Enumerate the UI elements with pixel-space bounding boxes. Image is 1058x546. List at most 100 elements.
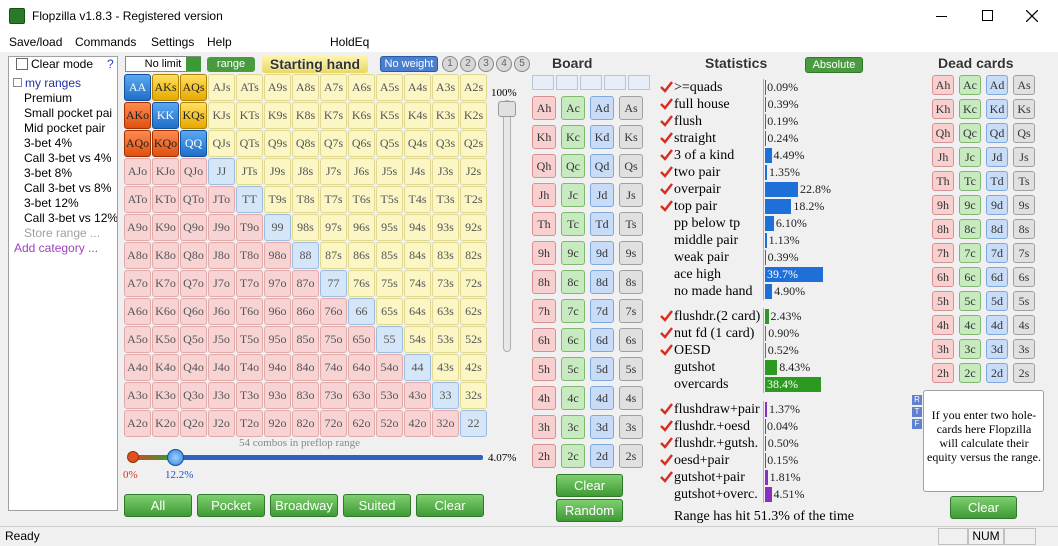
board-card[interactable]: 4c	[561, 386, 585, 410]
hand-cell[interactable]: J3o	[208, 382, 235, 409]
board-card[interactable]: Kh	[532, 125, 556, 149]
board-card[interactable]: 6h	[532, 328, 556, 352]
hand-cell[interactable]: AJo	[124, 158, 151, 185]
hand-cell[interactable]: T2s	[460, 186, 487, 213]
hand-cell[interactable]: K2o	[152, 410, 179, 437]
hand-cell[interactable]: 72o	[320, 410, 347, 437]
board-card[interactable]: Kd	[590, 125, 614, 149]
check-mark[interactable]	[660, 310, 673, 322]
board-card[interactable]: Ah	[532, 96, 556, 120]
hand-cell[interactable]: 77	[320, 270, 347, 297]
menu-item[interactable]: Save/load	[9, 35, 63, 49]
weight-preset[interactable]: 3	[478, 56, 494, 72]
board-card[interactable]: Qc	[561, 154, 585, 178]
hand-cell[interactable]: J3s	[432, 158, 459, 185]
hand-cell[interactable]: 44	[404, 354, 431, 381]
board-card[interactable]: 8d	[590, 270, 614, 294]
dead-card[interactable]: Jh	[932, 147, 954, 167]
limit-dropdown[interactable]	[186, 57, 201, 71]
absolute-button[interactable]: Absolute	[805, 57, 863, 73]
dead-card[interactable]: 8c	[959, 219, 981, 239]
range-item[interactable]: Call 3-bet vs 12%	[24, 211, 117, 225]
hand-cell[interactable]: K5o	[152, 326, 179, 353]
dead-card[interactable]: 4h	[932, 315, 954, 335]
hand-cell[interactable]: A4o	[124, 354, 151, 381]
hand-cell[interactable]: 87o	[292, 270, 319, 297]
hand-cell[interactable]: 62s	[460, 298, 487, 325]
range-item[interactable]: 3-bet 12%	[24, 196, 79, 210]
hand-cell[interactable]: 42s	[460, 354, 487, 381]
stat-label[interactable]: gutshot+overc.	[674, 487, 758, 502]
hand-cell[interactable]: J9s	[264, 158, 291, 185]
stat-label[interactable]: overpair	[674, 182, 721, 197]
hand-cell[interactable]: 88	[292, 242, 319, 269]
board-button[interactable]: Random	[556, 499, 623, 522]
hand-cell[interactable]: 85o	[292, 326, 319, 353]
stat-label[interactable]: flushdr.+oesd	[674, 419, 750, 434]
dead-card[interactable]: 7s	[1013, 243, 1035, 263]
hand-cell[interactable]: QTo	[180, 186, 207, 213]
hand-cell[interactable]: A2o	[124, 410, 151, 437]
stat-label[interactable]: flushdr.+gutsh.	[674, 436, 759, 451]
dead-card[interactable]: 3s	[1013, 339, 1035, 359]
dead-card[interactable]: Qc	[959, 123, 981, 143]
board-card[interactable]: 8s	[619, 270, 643, 294]
hand-cell[interactable]: 43o	[404, 382, 431, 409]
dead-card[interactable]: 7h	[932, 243, 954, 263]
hand-cell[interactable]: 65o	[348, 326, 375, 353]
hand-cell[interactable]: T9o	[236, 214, 263, 241]
range-button[interactable]: range	[207, 57, 255, 72]
hand-cell[interactable]: J2o	[208, 410, 235, 437]
dead-card[interactable]: 7c	[959, 243, 981, 263]
board-card[interactable]: 6d	[590, 328, 614, 352]
hand-cell[interactable]: 33	[432, 382, 459, 409]
weight-preset[interactable]: 4	[496, 56, 512, 72]
tree-expander[interactable]	[13, 78, 22, 87]
hand-cell[interactable]: QQ	[180, 130, 207, 157]
check-mark[interactable]	[660, 81, 673, 93]
dead-card[interactable]: Tc	[959, 171, 981, 191]
hand-cell[interactable]: 93o	[264, 382, 291, 409]
dead-card[interactable]: Kh	[932, 99, 954, 119]
hand-cell[interactable]: J8s	[292, 158, 319, 185]
dead-card[interactable]: 4c	[959, 315, 981, 335]
hand-cell[interactable]: Q6o	[180, 298, 207, 325]
board-card[interactable]: 6c	[561, 328, 585, 352]
dead-card[interactable]: 6c	[959, 267, 981, 287]
hand-cell[interactable]: A4s	[404, 74, 431, 101]
board-card[interactable]: 9d	[590, 241, 614, 265]
hand-cell[interactable]: Q3o	[180, 382, 207, 409]
hand-cell[interactable]: 55	[376, 326, 403, 353]
dead-card[interactable]: Kd	[986, 99, 1008, 119]
dead-card[interactable]: Qd	[986, 123, 1008, 143]
hand-cell[interactable]: AA	[124, 74, 151, 101]
hand-cell[interactable]: T5s	[376, 186, 403, 213]
stat-label[interactable]: gutshot+pair	[674, 470, 745, 485]
board-card[interactable]: 9c	[561, 241, 585, 265]
weight-preset[interactable]: 2	[460, 56, 476, 72]
hand-cell[interactable]: AKs	[152, 74, 179, 101]
hand-cell[interactable]: 84s	[404, 242, 431, 269]
hand-cell[interactable]: T3s	[432, 186, 459, 213]
range-button[interactable]: Suited	[343, 494, 411, 517]
range-button[interactable]: Broadway	[270, 494, 338, 517]
hand-cell[interactable]: 64s	[404, 298, 431, 325]
dead-card[interactable]: Jd	[986, 147, 1008, 167]
hand-cell[interactable]: T6o	[236, 298, 263, 325]
dead-card[interactable]: 2h	[932, 363, 954, 383]
stat-label[interactable]: straight	[674, 131, 716, 146]
check-mark[interactable]	[660, 200, 673, 212]
dead-card[interactable]: Td	[986, 171, 1008, 191]
add-category[interactable]: Add category ...	[14, 241, 99, 255]
hand-cell[interactable]: T2o	[236, 410, 263, 437]
board-card[interactable]: 2c	[561, 444, 585, 468]
hand-cell[interactable]: K5s	[376, 102, 403, 129]
hand-cell[interactable]: JJ	[208, 158, 235, 185]
dead-card[interactable]: 4d	[986, 315, 1008, 335]
hand-cell[interactable]: T8o	[236, 242, 263, 269]
hand-cell[interactable]: 97o	[264, 270, 291, 297]
hand-cell[interactable]: 85s	[376, 242, 403, 269]
board-card[interactable]: Ts	[619, 212, 643, 236]
hand-cell[interactable]: K9s	[264, 102, 291, 129]
hand-cell[interactable]: A9s	[264, 74, 291, 101]
